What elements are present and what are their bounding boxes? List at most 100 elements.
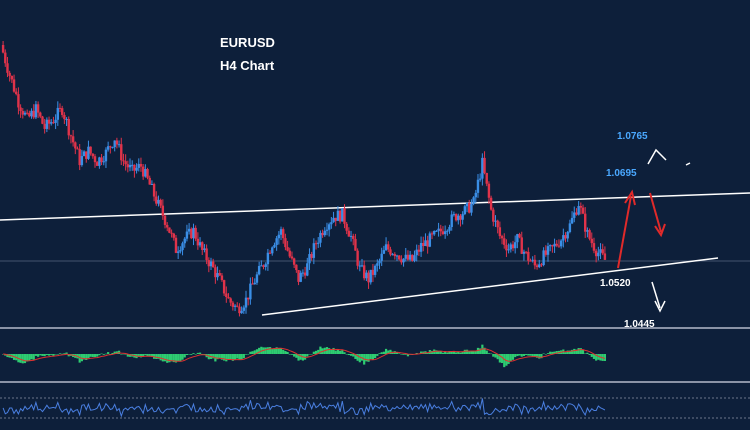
candle-body [255,274,259,283]
macd-bar [170,354,173,362]
macd-bar [461,351,464,354]
macd-bar [435,350,438,354]
macd-bar [122,353,125,355]
candle-body [520,237,523,254]
macd-bar [258,347,261,354]
candle-body [529,260,532,262]
candle-body [586,230,589,232]
candle-body [225,293,228,297]
candle-body [6,63,9,73]
candle-body [317,242,320,244]
macd-bar [389,349,392,354]
white-tick-mark [685,162,691,166]
candle-body [100,157,103,163]
candle-body [137,163,140,168]
macd-bar [592,354,596,359]
macd-bar [490,353,493,355]
macd-bar [282,349,285,354]
candle-body [391,254,394,256]
candle-body [323,230,326,236]
macd-bar [113,351,116,354]
macd-bar [306,354,309,357]
candle-body [95,162,99,166]
macd-bar [126,354,129,357]
candle-body [231,302,235,307]
macd-bar [395,352,399,354]
candle-body [117,144,121,146]
macd-bar [448,351,451,354]
macd-bar [295,354,298,358]
macd-bar [63,353,66,354]
macd-bar [91,354,94,358]
macd-bar [588,354,591,356]
macd-bar [80,354,83,362]
macd-bar [128,354,132,357]
macd-bar [516,354,519,357]
candle-body [494,220,497,222]
macd-bar [551,351,554,354]
macd-bar [96,354,99,357]
candle-body [41,116,44,124]
candle-body [236,305,239,307]
candle-body [367,272,370,283]
candle-body [373,265,377,275]
macd-bar [339,350,342,354]
macd-bar [507,354,510,364]
candle-body [207,260,211,267]
candle-body [408,254,412,260]
white-arrow-down-head [654,300,666,313]
candle-body [185,231,189,239]
macd-bar [549,351,552,354]
macd-bar [382,351,385,354]
candle-body [559,240,563,247]
macd-bar [317,349,320,354]
macd-bar [240,354,243,360]
candle-body [568,223,572,233]
macd-bar [277,348,280,354]
candle-body [47,119,51,124]
candle-body [205,248,208,261]
macd-bar [271,348,274,354]
macd-bar [120,354,123,355]
macd-bar [439,350,442,354]
macd-bar [312,351,315,354]
candle-body [295,264,298,271]
macd-bar [400,354,403,355]
candle-body [179,250,182,252]
candle-body [573,212,576,218]
macd-bar [275,347,278,354]
candle-body [264,264,267,267]
macd-bar [144,354,147,356]
macd-bar [505,354,508,366]
macd-bar [220,354,224,360]
macd-bar [380,352,383,354]
candle-body [76,148,79,150]
candle-body [144,169,147,177]
candle-body [25,112,29,114]
candle-body [312,243,316,258]
macd-bar [529,354,532,356]
macd-bar [520,354,523,357]
candle-body [393,254,397,257]
candle-body [384,244,388,251]
macd-bar [47,354,51,356]
candle-body [551,245,554,247]
macd-bar [288,354,291,355]
macd-bar [603,354,607,361]
candle-body [450,214,453,228]
macd-bar [107,352,110,354]
candle-body [371,269,375,275]
candle-body [483,157,486,173]
macd-bar [233,354,237,360]
macd-bar [148,354,151,357]
macd-bar [446,352,449,354]
candle-body [387,244,390,250]
candle-body [435,230,438,232]
red-arrow-up-head [624,189,636,206]
candle-body [347,230,351,237]
macd-bar [376,354,379,356]
macd-bar [437,350,440,354]
macd-bar [538,354,541,359]
macd-bar [535,354,539,358]
macd-bar [568,350,571,354]
